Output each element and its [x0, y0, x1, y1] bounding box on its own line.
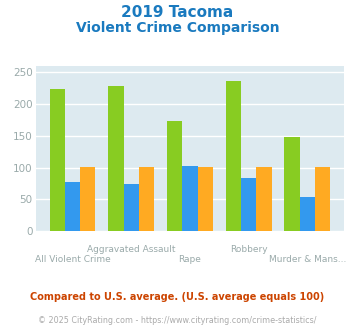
Bar	[300, 197, 315, 231]
Bar	[80, 167, 95, 231]
Bar	[139, 167, 154, 231]
Text: Rape: Rape	[179, 255, 201, 264]
Text: Violent Crime Comparison: Violent Crime Comparison	[76, 21, 279, 35]
Text: Robbery: Robbery	[230, 245, 267, 254]
Text: 2019 Tacoma: 2019 Tacoma	[121, 5, 234, 20]
Bar	[50, 89, 65, 231]
Bar	[256, 167, 272, 231]
Text: © 2025 CityRating.com - https://www.cityrating.com/crime-statistics/: © 2025 CityRating.com - https://www.city…	[38, 316, 317, 325]
Text: Compared to U.S. average. (U.S. average equals 100): Compared to U.S. average. (U.S. average …	[31, 292, 324, 302]
Text: All Violent Crime: All Violent Crime	[34, 255, 110, 264]
Bar	[167, 120, 182, 231]
Bar	[182, 166, 198, 231]
Bar	[241, 178, 256, 231]
Bar	[284, 137, 300, 231]
Bar	[226, 81, 241, 231]
Bar	[124, 184, 139, 231]
Bar	[65, 182, 80, 231]
Text: Aggravated Assault: Aggravated Assault	[87, 245, 175, 254]
Bar	[315, 167, 330, 231]
Bar	[198, 167, 213, 231]
Text: Murder & Mans...: Murder & Mans...	[269, 255, 346, 264]
Bar	[108, 86, 124, 231]
